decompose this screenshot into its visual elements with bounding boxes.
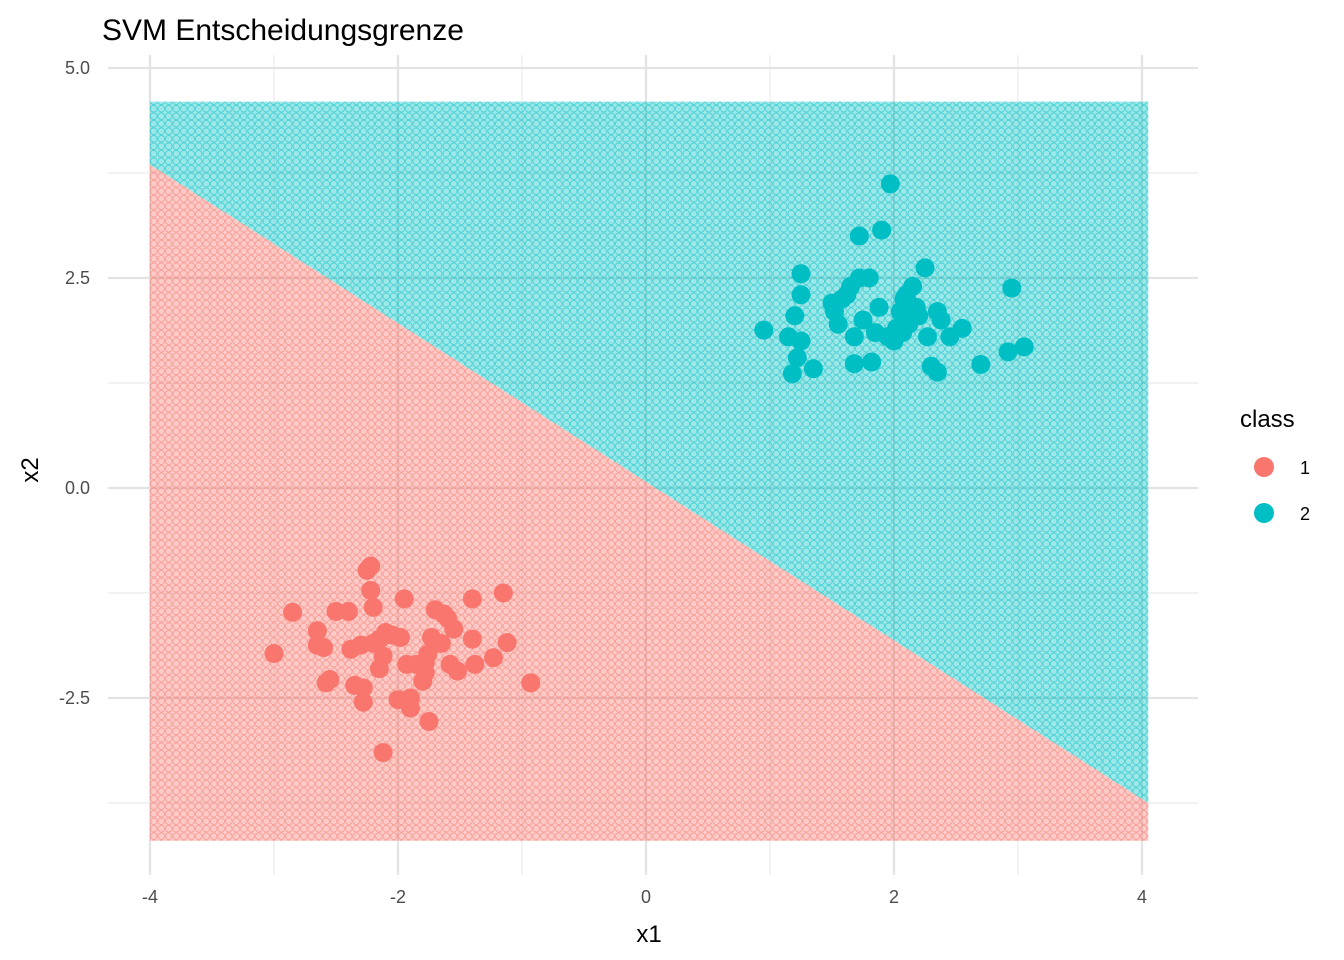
point-class-2 [998, 342, 1018, 362]
point-class-2 [791, 331, 811, 351]
point-class-1 [391, 628, 410, 647]
point-class-1 [497, 633, 517, 653]
point-class-2 [903, 276, 923, 296]
decision-region [150, 101, 1149, 841]
legend-label-1: 1 [1300, 458, 1310, 478]
point-class-2 [754, 320, 774, 340]
point-class-1 [484, 648, 503, 668]
point-class-2 [791, 285, 811, 305]
point-class-2 [918, 327, 937, 347]
point-class-2 [791, 264, 811, 284]
point-class-2 [971, 355, 991, 374]
point-class-1 [373, 743, 393, 763]
point-class-1 [353, 678, 373, 698]
point-class-1 [400, 698, 420, 718]
y-tick-label: -2.5 [59, 688, 90, 708]
y-tick-label: 2.5 [65, 268, 90, 288]
point-class-2 [862, 352, 882, 372]
point-class-2 [927, 362, 947, 382]
point-class-1 [307, 621, 327, 641]
point-class-1 [338, 602, 358, 621]
point-class-1 [493, 583, 513, 603]
legend-label-2: 2 [1300, 504, 1310, 524]
point-class-1 [418, 644, 438, 664]
x-tick-label: 2 [889, 887, 899, 907]
legend: class 1 2 [1240, 406, 1310, 524]
point-class-1 [448, 661, 467, 681]
point-class-2 [787, 348, 807, 368]
region-class-1 [150, 164, 1149, 841]
point-class-2 [1002, 278, 1022, 298]
legend-title: class [1240, 406, 1295, 433]
x-axis-ticks: -4 -2 0 2 4 [142, 887, 1147, 907]
region-class-2 [150, 101, 1149, 804]
point-class-2 [782, 364, 802, 384]
point-class-1 [316, 673, 336, 693]
point-class-2 [915, 258, 935, 278]
y-axis-title: x2 [17, 457, 44, 482]
point-class-1 [465, 654, 485, 674]
point-class-1 [419, 712, 439, 731]
point-class-2 [803, 359, 823, 379]
y-tick-label: 5.0 [65, 58, 90, 78]
point-class-2 [853, 310, 873, 330]
data-points [264, 174, 1034, 763]
point-class-1 [521, 673, 541, 693]
point-class-2 [869, 297, 889, 317]
point-class-2 [785, 306, 805, 326]
point-class-2 [844, 354, 864, 374]
point-class-1 [431, 633, 451, 653]
point-class-2 [1014, 337, 1034, 357]
legend-key-1 [1254, 457, 1274, 477]
x-tick-label: -4 [142, 887, 158, 907]
point-class-1 [353, 692, 373, 712]
point-class-2 [844, 327, 864, 347]
point-class-2 [909, 306, 929, 326]
point-class-1 [361, 581, 381, 600]
point-class-2 [859, 268, 879, 288]
point-class-1 [444, 619, 464, 639]
point-class-1 [373, 646, 393, 666]
x-tick-label: 4 [1137, 887, 1147, 907]
point-class-2 [931, 310, 951, 330]
x-tick-label: -2 [390, 887, 406, 907]
point-class-2 [828, 314, 848, 334]
y-axis-ticks: -2.5 0.0 2.5 5.0 [59, 58, 90, 708]
point-class-2 [872, 220, 892, 240]
point-class-2 [952, 318, 972, 338]
y-tick-label: 0.0 [65, 478, 90, 498]
point-class-1 [264, 644, 284, 663]
legend-key-2 [1254, 503, 1274, 523]
point-class-1 [394, 589, 414, 609]
point-class-2 [849, 226, 869, 246]
x-axis-title: x1 [636, 921, 661, 948]
point-class-1 [314, 638, 334, 658]
point-class-1 [361, 556, 381, 576]
chart-title: SVM Entscheidungsgrenze [102, 14, 464, 47]
point-class-1 [462, 589, 482, 609]
x-tick-label: 0 [641, 887, 651, 907]
point-class-1 [462, 629, 482, 649]
point-class-1 [363, 597, 383, 617]
point-class-1 [283, 602, 303, 622]
point-class-2 [880, 174, 900, 194]
